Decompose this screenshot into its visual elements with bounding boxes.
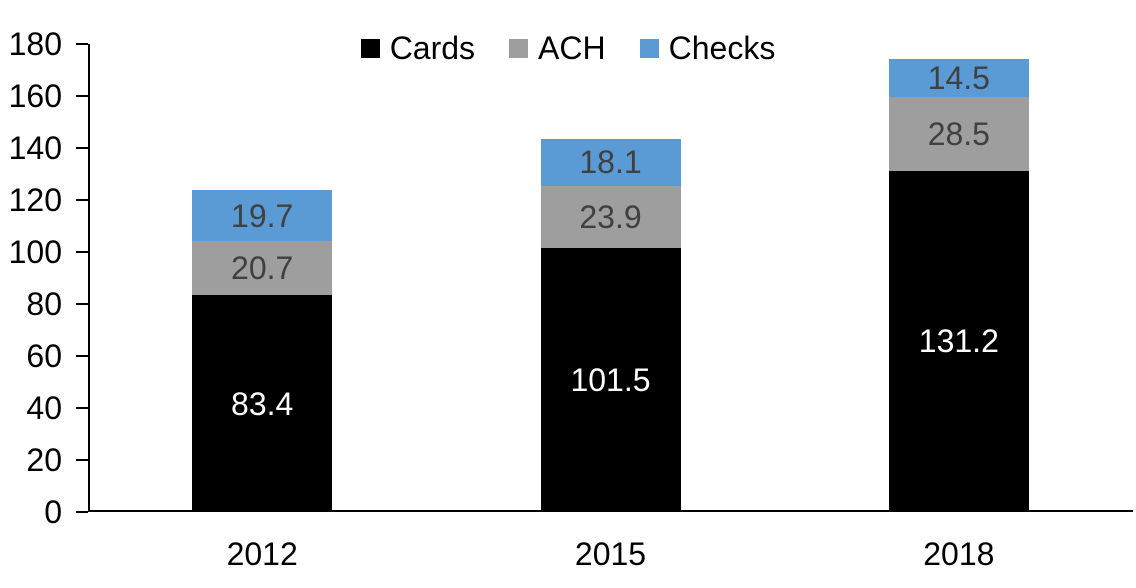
y-axis-tick xyxy=(76,303,88,305)
legend-swatch-checks xyxy=(639,38,659,58)
bar-segment-ach: 23.9 xyxy=(540,185,681,249)
x-axis-line xyxy=(88,510,1133,512)
y-tick-label: 20 xyxy=(26,442,62,478)
legend-label: ACH xyxy=(538,30,606,66)
x-tick-label-2015: 2015 xyxy=(574,536,647,572)
y-tick-label: 0 xyxy=(44,494,62,530)
data-label: 14.5 xyxy=(927,59,990,96)
bar-segment-ach: 28.5 xyxy=(888,96,1029,171)
y-tick-label: 80 xyxy=(26,286,62,322)
bar-segment-ach: 20.7 xyxy=(192,241,333,296)
legend-item-checks: Checks xyxy=(639,30,776,66)
y-tick-label: 160 xyxy=(8,78,62,114)
data-label: 28.5 xyxy=(927,115,990,152)
y-axis-tick xyxy=(76,459,88,461)
y-axis-tick xyxy=(76,355,88,357)
data-label: 20.7 xyxy=(231,250,294,287)
data-label: 83.4 xyxy=(231,385,294,422)
y-tick-label: 120 xyxy=(8,182,62,218)
y-axis-tick xyxy=(76,43,88,45)
y-tick-label: 60 xyxy=(26,338,62,374)
bar-segment-cards: 101.5 xyxy=(540,248,681,512)
y-tick-label: 140 xyxy=(8,130,62,166)
legend-label: Checks xyxy=(668,30,776,66)
legend-item-ach: ACH xyxy=(509,32,606,64)
data-label: 19.7 xyxy=(231,197,294,234)
bar-2015: 18.1 23.9 101.5 xyxy=(540,138,681,512)
bar-2012: 19.7 20.7 83.4 xyxy=(192,190,333,512)
data-label: 131.2 xyxy=(918,323,999,360)
bar-segment-cards: 83.4 xyxy=(192,295,333,512)
bar-segment-cards: 131.2 xyxy=(888,170,1029,512)
y-axis-tick xyxy=(76,251,88,253)
plot-area: 19.7 20.7 83.4 18.1 23.9 101.5 14.5 28.5 131.2 xyxy=(76,43,1133,513)
legend-label: Cards xyxy=(389,30,476,66)
legend-swatch-cards xyxy=(360,38,380,58)
x-tick-label-2012: 2012 xyxy=(226,536,298,572)
data-label: 18.1 xyxy=(579,144,642,181)
y-axis-tick xyxy=(76,199,88,201)
legend-swatch-ach xyxy=(509,38,529,58)
legend-item-cards: Cards xyxy=(360,30,476,66)
y-tick-label: 180 xyxy=(8,26,62,62)
y-axis-tick xyxy=(76,407,88,409)
y-axis-tick xyxy=(76,511,88,513)
y-axis-tick xyxy=(76,147,88,149)
y-tick-label: 40 xyxy=(26,390,62,426)
data-label: 23.9 xyxy=(579,199,642,236)
bar-segment-checks: 18.1 xyxy=(540,138,681,186)
y-axis-line xyxy=(88,44,90,512)
x-tick-label-2018: 2018 xyxy=(923,536,995,572)
bar-segment-checks: 14.5 xyxy=(888,59,1029,97)
y-axis-tick xyxy=(76,95,88,97)
y-tick-label: 100 xyxy=(8,234,62,270)
data-label: 101.5 xyxy=(570,362,651,399)
bar-2018: 14.5 28.5 131.2 xyxy=(888,59,1029,512)
legend: Cards ACH Checks xyxy=(0,32,1136,64)
bar-segment-checks: 19.7 xyxy=(192,190,333,242)
